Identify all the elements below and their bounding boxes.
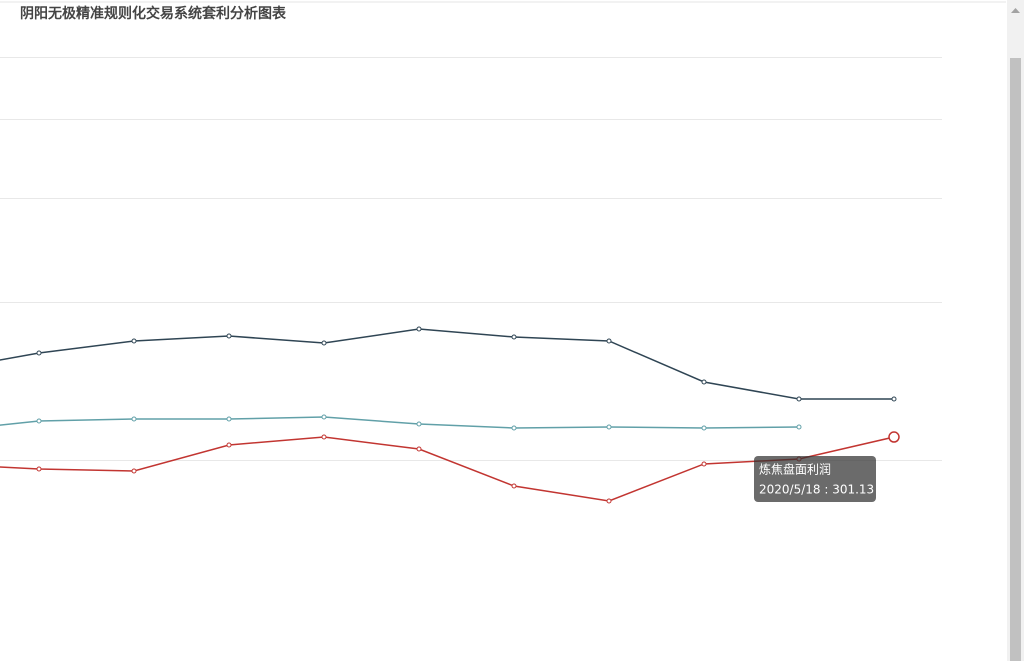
data-point [226, 442, 232, 448]
data-point [888, 431, 900, 443]
data-point [416, 326, 422, 332]
data-point [796, 396, 802, 402]
data-point [891, 396, 897, 402]
data-point [416, 421, 422, 427]
data-point [606, 498, 612, 504]
data-point [226, 333, 232, 339]
data-point [511, 334, 517, 340]
data-point [701, 379, 707, 385]
data-point [321, 434, 327, 440]
data-point [321, 414, 327, 420]
tooltip-box [754, 456, 876, 502]
series-line [0, 416, 800, 429]
data-point [36, 418, 42, 424]
data-point [416, 446, 422, 452]
data-point [606, 424, 612, 430]
data-point [36, 350, 42, 356]
scrollbar-thumb[interactable] [1010, 58, 1021, 661]
data-point [321, 340, 327, 346]
tooltip-value: 2020/5/18 : 301.13 [759, 483, 874, 497]
data-point [701, 461, 707, 467]
data-point [606, 338, 612, 344]
data-point [226, 416, 232, 422]
tooltip-series: 炼焦盘面利润 [759, 462, 831, 477]
data-point [796, 424, 802, 430]
data-point [131, 338, 137, 344]
data-point [131, 416, 137, 422]
tooltip: 炼焦盘面利润 2020/5/18 : 301.13 [754, 456, 876, 502]
data-point [511, 425, 517, 431]
data-point [511, 483, 517, 489]
data-point [36, 466, 42, 472]
chart-title: 阴阳无极精准规则化交易系统套利分析图表 [20, 5, 287, 22]
data-point [701, 425, 707, 431]
scrollbar-up-arrow[interactable] [1011, 8, 1020, 13]
data-point [131, 468, 137, 474]
